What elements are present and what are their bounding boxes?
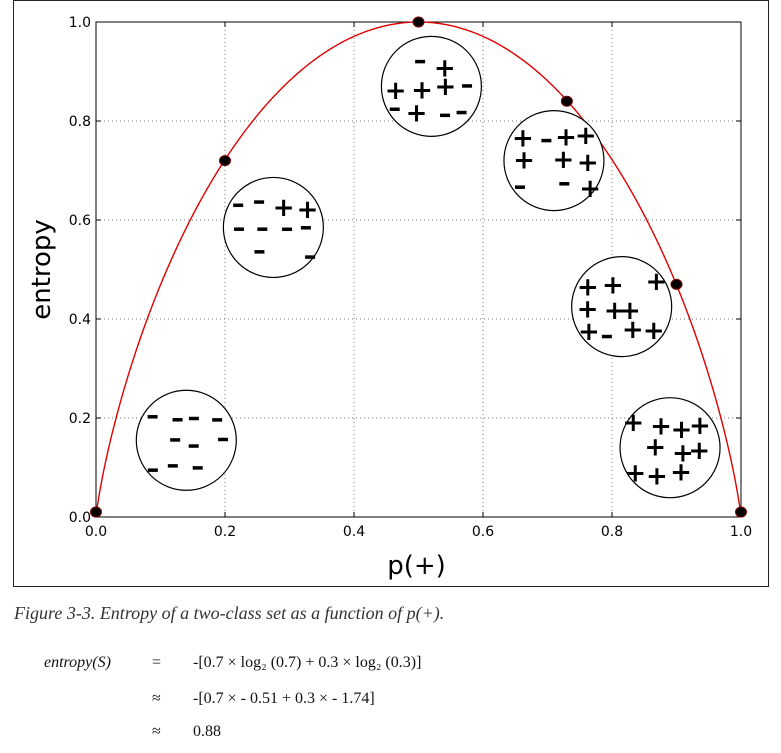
minus-symbol [254,250,265,254]
x-tick-label: 0.4 [343,524,365,540]
sample-circle [222,176,324,279]
x-tick-label: 0.8 [601,524,623,540]
plus-symbol: + [646,267,668,297]
minus-symbol [147,468,158,472]
plus-symbol: + [622,408,644,438]
equation-relation: = [152,654,162,671]
plus-symbol: + [297,195,319,225]
plus-symbol: + [434,54,456,84]
minus-symbol [541,138,552,143]
plus-symbol: + [577,273,599,303]
plus-symbol: + [577,294,599,324]
minus-symbol [305,255,316,259]
plus-symbol: + [602,271,624,301]
sample-circle [135,389,237,491]
x-tick-label: 0.2 [214,524,236,540]
data-point [219,155,231,167]
y-tick-label: 0.8 [69,114,91,130]
plus-symbol: + [643,316,665,346]
x-tick-label: 0.0 [85,524,107,540]
y-tick-label: 0.0 [69,510,91,526]
data-point [670,278,683,290]
data-point [90,506,102,518]
plus-symbol: + [672,439,694,469]
x-tick-label: 1.0 [730,524,752,540]
minus-symbol [282,227,293,232]
equation-rhs: -[0.7 × log₂ (0.7) + 0.3 × log₂ (0.3)] [193,654,422,671]
plus-symbol: + [577,148,599,178]
equation-lhs: entropy(S) [44,654,111,671]
plus-symbol: + [624,458,646,488]
minus-symbol [147,415,158,419]
equation-rhs: 0.88 [193,723,221,740]
minus-symbol [389,107,400,112]
plus-symbol: + [671,415,693,445]
figure-frame: 0.0 0.2 0.4 0.6 0.8 1.0 0.0 0.2 0.4 0.6 0.8 1.0 p(+)… [13,0,769,587]
minus-symbol [254,200,265,204]
plus-symbol: + [644,433,666,463]
minus-symbol [188,444,199,448]
minus-symbol [188,416,199,421]
plus-symbol: + [434,72,456,102]
plus-symbol: + [604,296,626,326]
plus-symbol: + [688,436,710,466]
plus-symbol: + [670,458,692,488]
minus-symbol [192,466,203,470]
minus-symbol [456,110,467,115]
plus-symbol: + [579,174,601,204]
plus-symbol: + [512,123,534,153]
minus-symbol [300,226,311,230]
plus-symbol: + [552,145,574,175]
equation-relation: ≈ [152,690,161,707]
minus-symbol [233,227,244,231]
minus-symbol [559,182,570,186]
plus-symbol: + [646,462,668,492]
plus-symbol: + [650,411,672,441]
sample-circle [380,35,482,137]
minus-symbol [462,84,473,88]
minus-symbol [514,185,525,189]
minus-symbol [212,418,223,422]
minus-symbol [601,334,612,339]
plus-symbol: + [575,121,597,151]
minus-symbol [233,203,244,208]
data-point [735,506,747,518]
minus-symbol [170,438,181,442]
minus-symbol [440,113,451,118]
sample-circle [503,110,605,212]
equation-relation: ≈ [152,723,161,740]
plus-symbol: + [406,99,428,129]
x-tick-label: 0.6 [472,524,494,540]
plus-symbol: + [578,317,600,347]
plus-symbol: + [273,193,295,223]
plus-symbol: + [689,411,711,441]
plus-symbol: + [411,76,433,106]
plus-symbol: + [619,296,641,326]
minus-symbol [257,227,268,231]
entropy-chart: 0.0 0.2 0.4 0.6 0.8 1.0 0.0 0.2 0.4 0.6 0.8 1.0 p(+)… [27,15,752,581]
y-tick-label: 1.0 [69,15,91,31]
minus-symbol [218,437,229,442]
y-tick-label: 0.2 [69,411,91,427]
plus-symbol: + [513,145,535,175]
plus-symbol: + [622,315,644,345]
sample-circle [619,397,721,499]
minus-symbol [172,418,183,422]
x-axis-label: p(+) [387,551,446,581]
sample-circle [571,256,673,358]
plus-symbol: + [555,123,577,153]
y-tick-label: 0.4 [69,312,91,328]
y-tick-label: 0.6 [69,213,91,229]
plus-symbol: + [385,76,407,106]
minus-symbol [167,464,178,468]
minus-symbol [415,59,426,64]
y-axis-label: entropy [27,219,57,320]
data-point [412,16,425,28]
figure-caption: Figure 3-3. Entropy of a two-class set a… [14,603,445,623]
data-point [560,95,573,107]
equation-rhs: -[0.7 × - 0.51 + 0.3 × - 1.74] [193,690,375,707]
